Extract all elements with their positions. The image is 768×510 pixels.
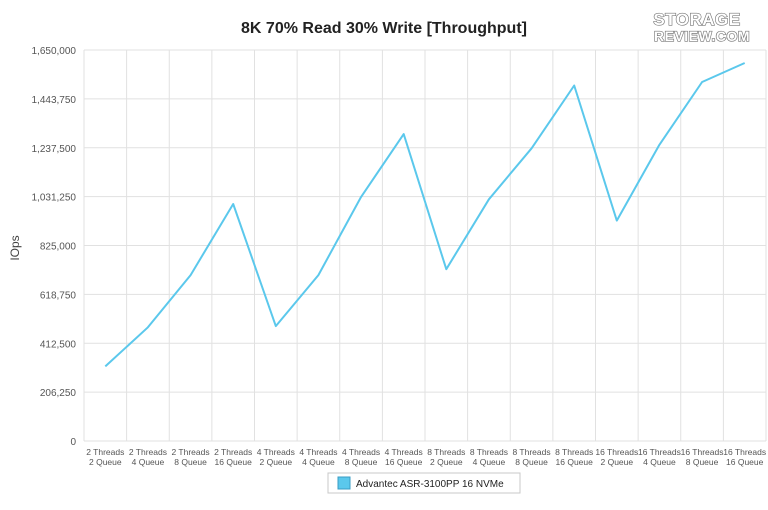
- x-tick-label: 8 Threads 16 Queue: [555, 447, 593, 467]
- y-tick-label: 0: [70, 437, 76, 448]
- y-tick-label: 1,650,000: [32, 46, 77, 57]
- legend-label: Advantec ASR-3100PP 16 NVMe: [356, 479, 504, 490]
- legend-swatch: [337, 476, 351, 490]
- x-tick-label: 16 Threads 2 Queue: [595, 447, 638, 467]
- y-tick-label: 206,250: [40, 388, 77, 399]
- x-tick-label: 16 Threads 8 Queue: [681, 447, 724, 467]
- logo-line-2: REVIEW.COM: [654, 28, 750, 44]
- y-tick-label: 1,031,250: [32, 193, 77, 204]
- x-tick-label: 16 Threads 4 Queue: [638, 447, 681, 467]
- x-tick-label: 8 Threads 2 Queue: [427, 447, 465, 467]
- x-tick-label: 2 Threads 2 Queue: [86, 447, 124, 467]
- x-tick-label: 4 Threads 4 Queue: [299, 447, 337, 467]
- x-tick-label: 4 Threads 8 Queue: [342, 447, 380, 467]
- y-tick-label: 1,443,750: [32, 95, 77, 106]
- chart-title: 8K 70% Read 30% Write [Throughput]: [241, 20, 527, 37]
- x-tick-label: 4 Threads 2 Queue: [257, 447, 295, 467]
- logo-line-1: STORAGE: [653, 10, 740, 29]
- y-tick-label: 825,000: [40, 242, 77, 253]
- legend-box: [327, 472, 521, 494]
- series-layer: [104, 62, 746, 368]
- x-tick-label: 8 Threads 8 Queue: [513, 447, 551, 467]
- y-tick-label: 618,750: [40, 290, 77, 301]
- x-tick-label: 8 Threads 4 Queue: [470, 447, 508, 467]
- x-tick-label: 2 Threads 16 Queue: [214, 447, 252, 467]
- x-tick-label: 4 Threads 16 Queue: [385, 447, 423, 467]
- gridlines: [83, 49, 767, 442]
- storagereview-logo: STORAGE REVIEW.COM: [653, 9, 750, 44]
- y-tick-label: 1,237,500: [32, 144, 77, 155]
- y-axis-ticks: 0 206,250 412,500 618,750 825,000 1,031,250 1,…: [32, 46, 77, 448]
- x-tick-label: 16 Threads 16 Queue: [723, 447, 766, 467]
- x-tick-label: 2 Threads 8 Queue: [172, 447, 210, 467]
- x-tick-label: 2 Threads 4 Queue: [129, 447, 167, 467]
- legend: Advantec ASR-3100PP 16 NVMe: [327, 472, 521, 494]
- y-tick-label: 412,500: [40, 339, 77, 350]
- y-axis-label: IOps: [8, 235, 22, 260]
- series-line: [104, 62, 746, 368]
